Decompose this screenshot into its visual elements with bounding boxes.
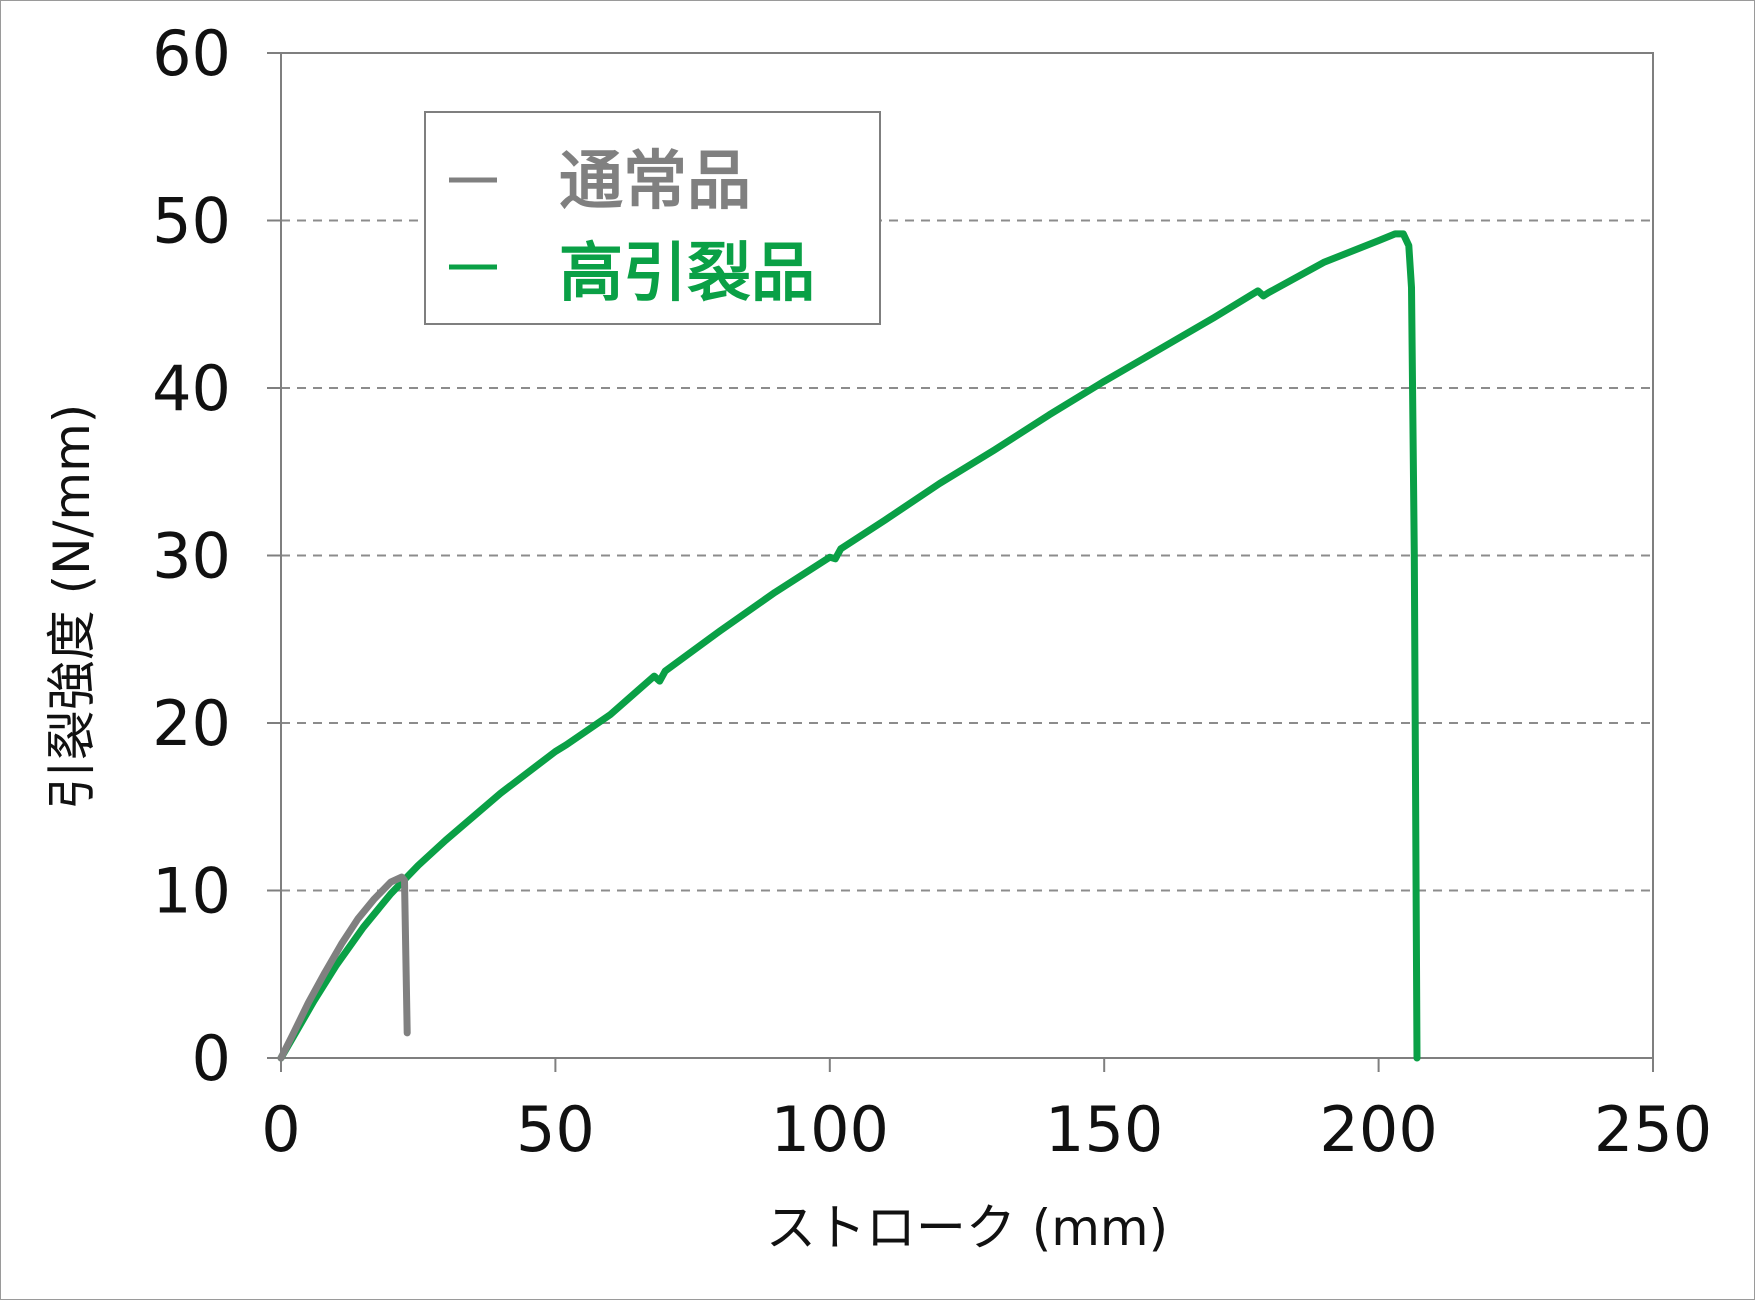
legend: 通常品 高引裂品: [424, 111, 881, 325]
y-axis-title: 引裂強度 (N/mm): [43, 404, 101, 811]
x-tick-labels: 0 50 100 150 200 250: [261, 1058, 1712, 1166]
x-tick-label-50: 50: [516, 1093, 595, 1166]
legend-label-high-tear: 高引裂品: [559, 237, 815, 311]
x-tick-label-100: 100: [771, 1093, 889, 1166]
y-tick-label-10: 10: [152, 855, 231, 928]
plot-area: [280, 52, 1654, 1059]
legend-label-normal: 通常品: [559, 145, 751, 219]
y-tick-label-40: 40: [152, 352, 231, 425]
y-tick-label-50: 50: [152, 185, 231, 258]
series-lines: [277, 230, 1421, 1062]
y-tick-label-20: 20: [152, 687, 231, 760]
x-axis-title: ストローク (mm): [766, 1199, 1168, 1257]
x-tick-label-0: 0: [261, 1093, 300, 1166]
series-line-1: [277, 230, 1421, 1062]
y-tick-label-30: 30: [152, 520, 231, 593]
gridlines: [267, 52, 1653, 1059]
x-tick-label-150: 150: [1045, 1093, 1163, 1166]
y-tick-labels: 0 10 20 30 40 50 60: [152, 17, 231, 1095]
series-line-0: [277, 873, 411, 1062]
x-tick-label-200: 200: [1319, 1093, 1437, 1166]
y-tick-label-0: 0: [192, 1022, 231, 1095]
x-tick-label-250: 250: [1594, 1093, 1712, 1166]
y-tick-label-60: 60: [152, 17, 231, 90]
legend-box: [424, 111, 881, 325]
